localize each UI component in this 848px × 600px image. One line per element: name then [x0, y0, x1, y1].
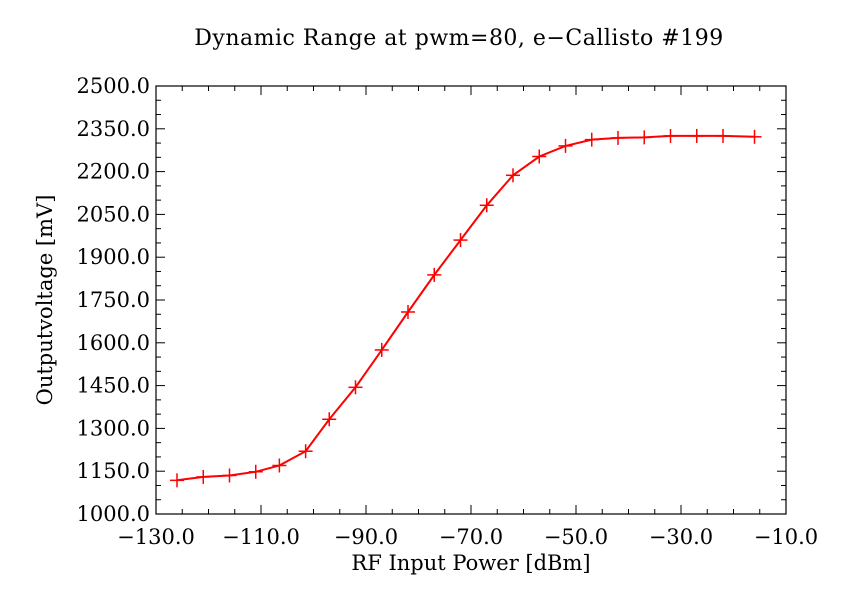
x-axis-label: RF Input Power [dBm]	[351, 551, 590, 575]
y-axis-label: Outputvoltage [mV]	[33, 195, 57, 406]
x-tick-label: −110.0	[222, 525, 300, 549]
data-point-marker	[427, 267, 442, 282]
y-tick-label: 1900.0	[77, 245, 150, 269]
data-point-marker	[506, 168, 520, 183]
data-point-marker	[532, 149, 547, 164]
y-tick-label: 2050.0	[77, 202, 150, 226]
y-tick-label: 1600.0	[77, 331, 150, 355]
y-tick-label: 1750.0	[77, 288, 150, 312]
x-tick-label: −10.0	[754, 525, 818, 549]
y-tick-label: 2350.0	[77, 117, 150, 141]
data-point-marker	[348, 380, 363, 395]
x-tick-label: −130.0	[117, 525, 195, 549]
tick-labels: −130.0 −110.0 −90.0 −70.0 −50.0 −30.0 −10.0 100…	[77, 74, 819, 549]
plot-frame	[155, 85, 787, 515]
data-point-marker	[716, 128, 730, 143]
x-tick-label: −70.0	[439, 525, 503, 549]
data-point-marker	[453, 233, 468, 248]
y-tick-label: 1300.0	[77, 416, 150, 440]
series-layer	[170, 128, 762, 488]
data-point-marker	[298, 444, 313, 459]
y-tick-label: 1000.0	[77, 502, 150, 526]
data-point-marker	[272, 458, 287, 473]
chart-title: Dynamic Range at pwm=80, e−Callisto #199	[194, 26, 724, 51]
y-tick-label: 1150.0	[77, 459, 150, 483]
data-point-marker	[747, 129, 762, 144]
x-tick-label: −90.0	[334, 525, 398, 549]
data-point-marker	[222, 468, 237, 483]
data-point-marker	[170, 473, 184, 488]
data-point-marker	[374, 342, 389, 357]
data-point-marker	[479, 198, 494, 213]
series-line	[176, 134, 755, 482]
data-point-marker	[663, 128, 678, 143]
data-point-marker	[611, 130, 625, 145]
y-tick-label: 1450.0	[77, 374, 150, 398]
data-point-marker	[401, 304, 415, 319]
data-point-marker	[637, 130, 652, 145]
plot-axes	[155, 85, 787, 515]
data-point-marker	[196, 469, 211, 484]
axis-ticks	[155, 85, 787, 515]
data-point-marker	[584, 132, 599, 147]
data-point-marker	[689, 128, 704, 143]
data-point-marker	[248, 464, 263, 479]
y-tick-label: 2200.0	[77, 160, 150, 184]
data-point-marker	[322, 412, 337, 427]
y-tick-label: 2500.0	[77, 74, 150, 98]
x-tick-label: −50.0	[544, 525, 608, 549]
data-point-marker	[558, 138, 573, 153]
x-tick-label: −30.0	[649, 525, 713, 549]
